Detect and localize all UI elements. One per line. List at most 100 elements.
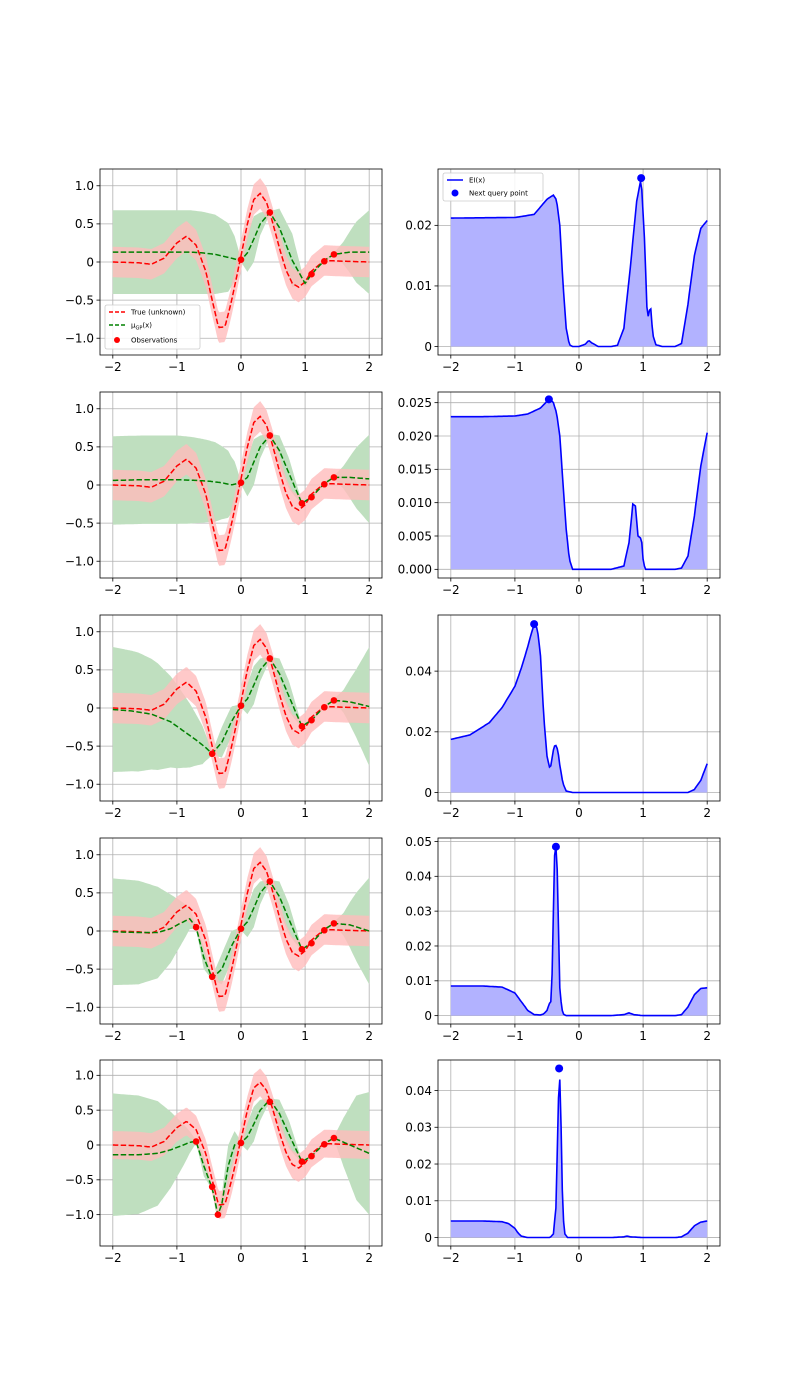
x-tick-label: 2	[365, 583, 373, 597]
observation-point	[308, 1152, 315, 1160]
x-tick-label: 0	[237, 1029, 245, 1043]
y-tick-label: −0.5	[65, 516, 94, 530]
x-tick-label: 1	[639, 1029, 647, 1043]
legend-obs-label: Observations	[131, 337, 178, 345]
observation-point	[266, 432, 274, 439]
y-tick-label: −1.0	[65, 1001, 94, 1015]
panel-plot-area	[112, 624, 370, 789]
x-tick-label: 0	[237, 583, 245, 597]
y-tick-label: −1.0	[65, 1208, 94, 1222]
x-tick-label: −2	[442, 1251, 460, 1265]
y-tick-label: 0.025	[398, 396, 432, 410]
observation-point	[208, 973, 216, 981]
ei-line	[450, 398, 708, 571]
panel-plot-area	[450, 622, 708, 794]
ei-line	[450, 1079, 708, 1239]
legend-mean-label-main: μ	[131, 322, 136, 330]
y-tick-label: 0.020	[398, 429, 432, 443]
panel-plot-area	[450, 181, 708, 348]
panel-row-5-right: −2 −1 0 1 2 0 0.01 0.02 0.03 0.04	[405, 1059, 721, 1265]
panel-plot-area	[112, 401, 370, 566]
ei-fill-area	[450, 624, 708, 793]
legend-observations: True (unknown) μGP(x) Observations	[104, 304, 201, 350]
x-tick-label: 2	[365, 360, 373, 374]
x-tick-label: −2	[442, 360, 460, 374]
y-tick-label: 0	[424, 340, 432, 354]
panel-plot-area	[450, 398, 708, 571]
panel-plot-area	[112, 1068, 370, 1219]
y-tick-label: 0.5	[75, 663, 94, 677]
panel-plot-area	[450, 1079, 708, 1239]
observation-point	[192, 1138, 200, 1145]
y-tick-label: −1.0	[65, 555, 94, 569]
y-tick-label: 1.0	[75, 848, 94, 862]
y-tick-label: 0	[424, 786, 432, 800]
y-tick-label: 0.03	[405, 904, 432, 918]
observation-point	[237, 925, 245, 933]
observation-point	[266, 1098, 274, 1106]
observation-point	[321, 703, 328, 711]
x-tick-label: −1	[506, 1029, 524, 1043]
observation-point	[330, 697, 338, 704]
true-function-line	[112, 1081, 370, 1206]
x-tick-label: −2	[442, 806, 460, 820]
y-tick-label: 0	[424, 1009, 432, 1023]
x-tick-label: −1	[506, 806, 524, 820]
y-tick-label: 0	[86, 478, 94, 492]
legend-mean-label-tail: (x)	[142, 322, 152, 330]
x-tick-label: −2	[104, 360, 122, 374]
x-tick-label: 0	[575, 1029, 583, 1043]
y-tick-label: 0.01	[405, 974, 432, 988]
legend-mean-label: μGP(x)	[131, 322, 152, 332]
legend-mean-label-sub: GP	[135, 326, 142, 332]
panel-row-1-left: −2 −1 0 1 2 −1.0 −0.5 0 0.5 1.0	[65, 168, 383, 374]
x-tick-label: 0	[237, 360, 245, 374]
x-tick-label: 0	[575, 1251, 583, 1265]
x-tick-label: −1	[168, 1029, 186, 1043]
y-tick-label: 0.01	[405, 279, 432, 293]
x-tick-label: 1	[301, 806, 309, 820]
ei-line	[450, 181, 708, 348]
x-tick-label: −2	[104, 1251, 122, 1265]
x-tick-label: 1	[301, 360, 309, 374]
x-tick-label: 1	[301, 1029, 309, 1043]
y-tick-label: 0.5	[75, 440, 94, 454]
x-tick-label: 2	[703, 583, 711, 597]
x-tick-label: −1	[168, 360, 186, 374]
observation-point	[330, 251, 338, 258]
y-tick-label: −1.0	[65, 778, 94, 792]
panel-row-2-right: −2 −1 0 1 2 0.000 0.005 0.010 0.015 0.020 0.025	[398, 391, 721, 597]
x-tick-label: 2	[365, 806, 373, 820]
x-tick-label: −1	[168, 806, 186, 820]
y-tick-label: 0.02	[405, 725, 432, 739]
y-tick-label: 0.005	[398, 529, 432, 543]
x-tick-label: 2	[703, 1029, 711, 1043]
observation-point	[237, 479, 245, 487]
observation-point	[330, 920, 338, 927]
panel-row-1-right: −2 −1 0 1 2 0 0.01 0.02	[405, 168, 721, 374]
panel-row-3-right: −2 −1 0 1 2 0 0.02 0.04	[405, 614, 721, 820]
y-tick-label: −0.5	[65, 962, 94, 976]
x-tick-label: −2	[442, 583, 460, 597]
x-tick-label: −1	[506, 1251, 524, 1265]
observation-point	[192, 923, 200, 931]
observation-point	[237, 256, 245, 264]
panel-plot-area	[112, 178, 370, 343]
observation-point	[208, 1183, 216, 1191]
observation-point	[308, 716, 315, 724]
x-tick-label: 1	[639, 1251, 647, 1265]
panel-plot-area	[112, 847, 370, 1012]
y-tick-label: 0.05	[405, 835, 432, 849]
x-tick-label: 0	[237, 1251, 245, 1265]
y-tick-label: 0.5	[75, 217, 94, 231]
x-tick-label: 0	[575, 583, 583, 597]
y-tick-label: 0	[86, 1138, 94, 1152]
x-tick-label: 1	[301, 583, 309, 597]
y-tick-label: 1.0	[75, 625, 94, 639]
y-tick-label: 0.02	[405, 219, 432, 233]
observation-point	[330, 1134, 338, 1142]
panels-layer: −2 −1 0 1 2 −1.0 −0.5 0 0.5 1.0 −2 −1 0 1 2 0 0.01 0.02 −2…	[65, 168, 721, 1265]
next-query-point	[555, 1064, 564, 1073]
x-tick-label: 1	[639, 583, 647, 597]
next-query-point	[544, 395, 553, 404]
